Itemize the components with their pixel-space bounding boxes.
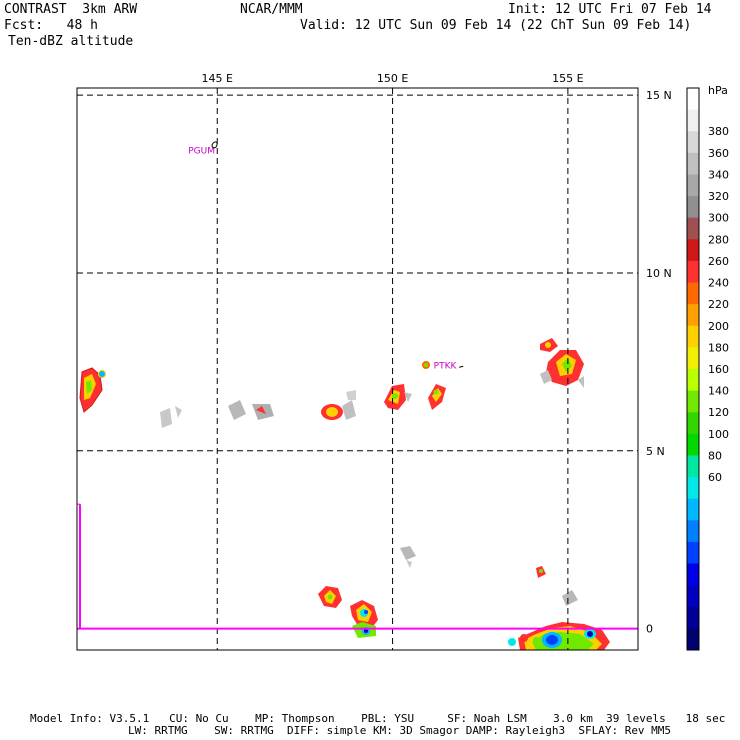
field-name: Ten-dBZ altitude [8,34,134,49]
colorbar-swatch [687,628,699,651]
colorbar-level-label: 320 [708,190,729,203]
model-info-line2: LW: RRTMG SW: RRTMG DIFF: simple KM: 3D … [128,724,672,737]
colorbar-swatch [687,325,699,348]
colorbar-level-label: 80 [708,449,722,462]
lat-lon-grid [77,88,638,650]
colorbar-swatch [687,390,699,413]
colorbar-swatch [687,239,699,262]
colorbar-swatch [687,477,699,500]
latitude-label: 15 N [646,89,672,102]
latitude-labels: 15 N 10 N 5 N 0 [646,89,672,636]
model-info-line1: Model Info: V3.5.1 CU: No Cu MP: Thompso… [30,712,726,725]
colorbar-level-label: 340 [708,168,729,181]
colorbar-level-label: 240 [708,277,729,290]
colorbar-swatch [687,433,699,456]
colorbar-swatch [687,174,699,197]
colorbar-swatch [687,520,699,543]
organization: NCAR/MMM [240,2,303,17]
colorbar-level-label: 280 [708,233,729,246]
colorbar-swatch [687,282,699,305]
forecast-hour: Fcst: 48 h [4,18,98,33]
init-time: Init: 12 UTC Fri 07 Feb 14 [508,2,712,17]
colorbar-level-label: 60 [708,471,722,484]
colorbar-swatch [687,131,699,154]
colorbar-swatch [687,498,699,521]
colorbar-swatch [687,563,699,586]
map-frame [76,87,639,651]
colorbar-swatch [687,369,699,392]
latitude-label: 0 [646,623,653,636]
colorbar-swatch [687,217,699,240]
longitude-label: 145 E [202,72,233,85]
colorbar-level-label: 160 [708,363,729,376]
longitude-label: 155 E [552,72,583,85]
colorbar-level-label: 300 [708,212,729,225]
colorbar-swatch [687,585,699,608]
longitude-labels: 145 E 150 E 155 E [202,72,584,85]
colorbar-frame [686,87,700,651]
colorbar-swatch [687,541,699,565]
colorbar-level-label: 140 [708,385,729,398]
colorbar-swatch [687,606,699,629]
valid-time: Valid: 12 UTC Sun 09 Feb 14 (22 ChT Sun … [300,18,692,33]
colorbar: 380 360 340 320 300 280 260 240 220 200 180 160 140 1… [686,87,729,651]
colorbar-level-label: 260 [708,255,729,268]
colorbar-swatch [687,304,699,327]
colorbar-swatch [687,109,699,132]
colorbar-level-label: 180 [708,341,729,354]
colorbar-swatch [687,455,699,478]
latitude-label: 5 N [646,445,665,458]
chuuk-coastline [459,365,464,368]
colorbar-level-label: 360 [708,147,729,160]
colorbar-level-label: 380 [708,125,729,138]
latitude-label: 10 N [646,267,672,280]
colorbar-swatch [687,152,699,175]
colorbar-level-label: 100 [708,428,729,441]
station-markers: PGUM PTKK [188,141,464,372]
model-title: CONTRAST 3km ARW [4,2,138,17]
colorbar-swatch [687,347,699,370]
colorbar-swatch [687,88,699,111]
colorbar-level-label: 200 [708,320,729,333]
station-label: PGUM [188,146,215,156]
colorbar-level-label: 220 [708,298,729,311]
colorbar-level-label: 120 [708,406,729,419]
station-label: PTKK [434,362,458,372]
guam-coastline [211,141,218,149]
radar-echo-cells [79,338,610,650]
colorbar-unit: hPa [708,84,728,97]
colorbar-swatch [687,260,699,284]
colorbar-swatch [687,412,699,435]
colorbar-swatch [687,196,699,219]
longitude-label: 150 E [377,72,408,85]
